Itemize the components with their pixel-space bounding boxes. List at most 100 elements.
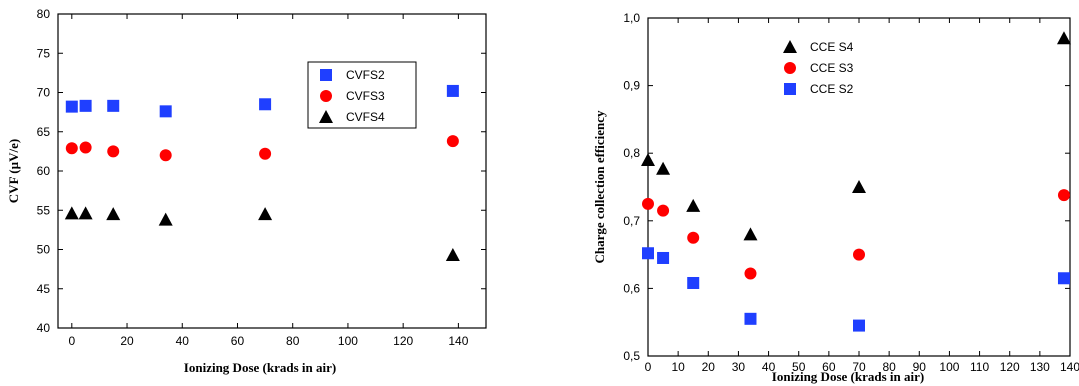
x-tick-label: 10 — [671, 360, 685, 374]
data-point — [79, 99, 92, 112]
series-cce-s2 — [642, 247, 1070, 332]
y-tick-label: 50 — [37, 243, 51, 257]
x-tick-label: 0 — [68, 334, 75, 348]
x-tick-label: 80 — [286, 334, 300, 348]
legend-marker — [320, 69, 332, 81]
y-tick-label: 40 — [37, 321, 51, 335]
x-axis-title: Ionizing Dose (krads in air) — [772, 369, 924, 384]
legend-marker — [783, 40, 797, 53]
x-tick-label: 20 — [702, 360, 716, 374]
data-point — [79, 141, 92, 154]
x-tick-label: 50 — [792, 360, 806, 374]
series-cvfs3 — [65, 135, 459, 162]
series-cce-s3 — [642, 189, 1070, 280]
y-tick-label: 80 — [37, 7, 51, 21]
data-point — [259, 147, 272, 160]
x-tick-label: 100 — [338, 334, 358, 348]
y-axis-title: CVF (µV/e) — [6, 139, 21, 203]
legend-label: CVFS3 — [346, 89, 385, 103]
x-tick-label: 90 — [913, 360, 927, 374]
legend-label: CCE S3 — [810, 61, 854, 75]
y-tick-label: 0,6 — [623, 281, 640, 295]
data-point — [107, 145, 120, 158]
data-point — [1057, 189, 1070, 202]
data-point — [656, 161, 671, 175]
data-point — [687, 231, 700, 244]
data-point — [64, 206, 79, 220]
data-point — [743, 227, 758, 241]
data-point — [158, 212, 173, 226]
x-tick-label: 40 — [762, 360, 776, 374]
data-point — [853, 248, 865, 261]
y-tick-label: 0,8 — [623, 146, 640, 160]
x-tick-label: 60 — [822, 360, 836, 374]
y-tick-label: 0,9 — [623, 79, 640, 93]
y-tick-label: 65 — [37, 125, 51, 139]
y-tick-label: 70 — [37, 86, 51, 100]
data-point — [657, 251, 670, 264]
data-point — [744, 267, 757, 280]
series-cce-s4 — [641, 31, 1071, 241]
legend-marker — [319, 110, 333, 123]
x-tick-label: 70 — [852, 360, 866, 374]
legend-label: CVFS4 — [346, 110, 385, 124]
y-tick-label: 45 — [37, 282, 51, 296]
data-point — [1057, 272, 1070, 285]
data-point — [642, 197, 654, 210]
x-tick-label: 140 — [448, 334, 468, 348]
data-point — [258, 207, 273, 221]
y-tick-label: 60 — [37, 164, 51, 178]
y-tick-label: 55 — [37, 203, 51, 217]
data-point — [852, 180, 866, 193]
x-tick-label: 130 — [1030, 360, 1050, 374]
x-axis-title: Ionizing Dose (krads in air) — [184, 360, 336, 375]
data-point — [106, 207, 121, 221]
y-axis-title: Charge collection efficiency — [592, 110, 607, 264]
data-point — [657, 204, 670, 217]
x-tick-label: 110 — [970, 360, 989, 374]
y-tick-label: 0,7 — [623, 214, 640, 228]
data-point — [446, 135, 459, 148]
legend-marker — [320, 90, 332, 102]
data-point — [686, 198, 701, 212]
chart-1: 0 20 40 60 80 100 120 140 40 45 50 55 60 65 70 75 80 Ioni… — [6, 7, 487, 375]
x-tick-label: 120 — [1000, 360, 1020, 374]
x-tick-label: 60 — [231, 334, 245, 348]
y-tick-label: 75 — [37, 46, 51, 60]
y-tick-label: 1,0 — [623, 11, 640, 25]
x-tick-label: 120 — [393, 334, 413, 348]
x-tick-label: 80 — [882, 360, 896, 374]
series-cvfs4 — [64, 206, 460, 261]
data-point — [641, 152, 655, 166]
legend: CCE S4 CCE S3 CCE S2 — [783, 40, 854, 96]
data-point — [159, 149, 172, 162]
legend-marker — [784, 83, 796, 95]
data-point — [65, 100, 78, 113]
legend: CVFS2 CVFS3 CVFS4 — [307, 61, 417, 129]
y-tick-label: 0,5 — [623, 349, 640, 363]
data-point — [446, 84, 459, 97]
data-point — [107, 99, 120, 112]
data-point — [78, 206, 93, 220]
plot-frame — [57, 13, 487, 329]
x-tick-label: 0 — [645, 360, 652, 374]
series-cvfs2 — [65, 84, 459, 118]
data-point — [744, 312, 757, 325]
data-point — [445, 247, 460, 261]
data-point — [1056, 31, 1071, 45]
data-point — [853, 319, 865, 332]
data-point — [65, 142, 78, 155]
legend-marker — [784, 62, 796, 74]
legend-label: CCE S2 — [810, 82, 854, 96]
data-point — [642, 247, 654, 260]
data-point — [687, 276, 700, 289]
data-point — [159, 105, 172, 118]
data-point — [259, 98, 272, 111]
chart-2: 0 10 20 30 40 50 60 70 80 90 100 110 120 130 140 0,5 0,6… — [592, 11, 1079, 384]
x-tick-label: 100 — [939, 360, 959, 374]
x-tick-label: 20 — [120, 334, 134, 348]
x-tick-label: 140 — [1060, 360, 1079, 374]
x-tick-label: 40 — [176, 334, 190, 348]
x-tick-label: 30 — [732, 360, 746, 374]
